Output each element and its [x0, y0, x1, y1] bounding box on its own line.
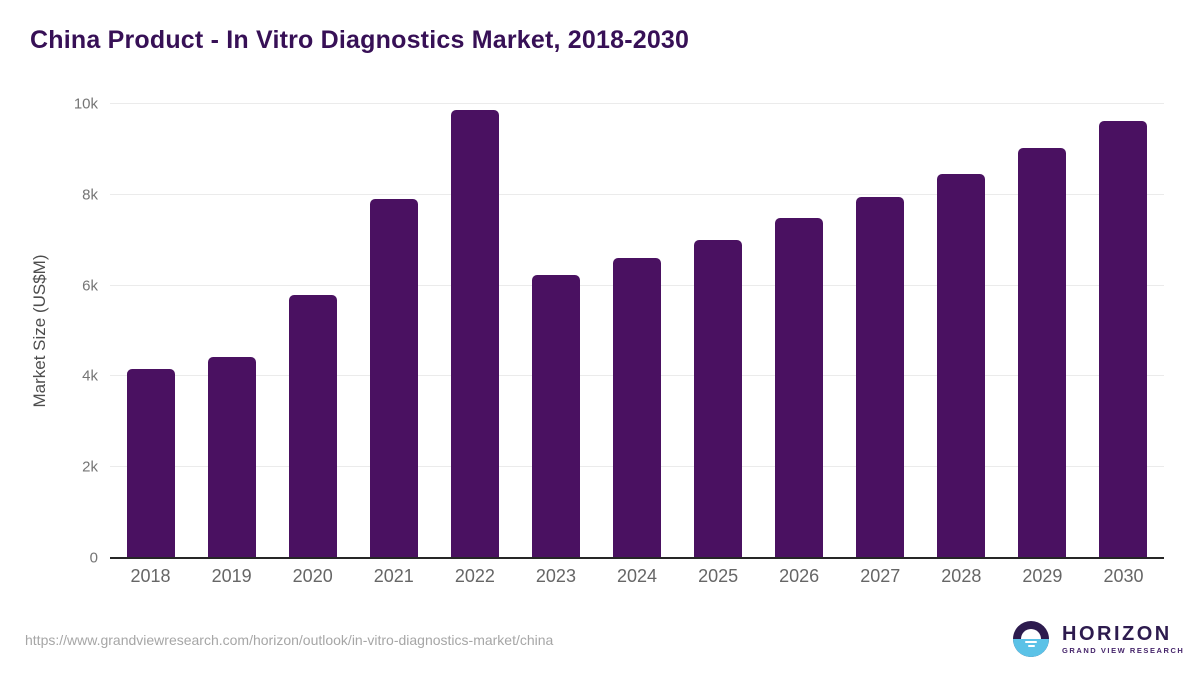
- bar-slot: [678, 104, 759, 558]
- source-url-text: https://www.grandviewresearch.com/horizo…: [25, 632, 554, 648]
- x-tick-label-2020: 2020: [292, 566, 333, 586]
- bar-2021[interactable]: [369, 199, 418, 558]
- reflection-stripe: [1027, 645, 1035, 647]
- x-tick-label-2021: 2021: [373, 566, 414, 586]
- x-tick-label-2029: 2029: [1022, 566, 1063, 586]
- logo-name: HORIZON: [1062, 622, 1172, 645]
- reflection-stripe: [1025, 641, 1037, 643]
- y-tick-label: 0: [89, 549, 98, 567]
- x-tick-slot: 2018: [110, 566, 191, 587]
- bar-2024[interactable]: [613, 258, 661, 558]
- bar-2030[interactable]: [1099, 121, 1148, 558]
- x-tick-slot: 2025: [678, 566, 759, 587]
- x-tick-slot: 2030: [1083, 566, 1164, 587]
- x-tick-label-2027: 2027: [860, 566, 901, 586]
- x-tick-label-2030: 2030: [1103, 566, 1144, 586]
- x-tick-slot: 2019: [191, 566, 272, 587]
- bar-slot: [191, 104, 272, 558]
- x-tick-slot: 2028: [921, 566, 1002, 587]
- bar-2025[interactable]: [694, 240, 743, 558]
- x-tick-label-2022: 2022: [454, 566, 495, 586]
- x-tick-slot: 2022: [434, 566, 515, 587]
- x-axis-tick-labels: 2018 2019 2020 2021 2022 2023 2024 2025 2026 2027…: [110, 566, 1164, 587]
- x-tick-label-2024: 2024: [616, 566, 658, 586]
- x-tick-label-2018: 2018: [130, 566, 171, 586]
- bar-slot: [434, 104, 515, 558]
- bars-row: [110, 104, 1164, 558]
- x-axis-line: [110, 557, 1164, 559]
- y-tick-label: 10k: [73, 95, 98, 113]
- x-tick-slot: 2024: [596, 566, 677, 587]
- chart-title: China Product - In Vitro Diagnostics Mar…: [30, 26, 690, 54]
- bar-2019[interactable]: [207, 357, 256, 558]
- x-tick-slot: 2020: [272, 566, 353, 587]
- logo-text-block: HORIZON GRAND VIEW RESEARCH: [1062, 624, 1184, 655]
- bar-slot: [1083, 104, 1164, 558]
- x-tick-slot: 2027: [840, 566, 921, 587]
- bar-slot: [353, 104, 434, 558]
- x-tick-slot: 2029: [1002, 566, 1083, 587]
- bar-2028[interactable]: [937, 174, 986, 558]
- x-tick-label-2028: 2028: [941, 566, 982, 586]
- gridline: [110, 103, 1164, 104]
- y-tick-label: 6k: [82, 277, 98, 295]
- bar-slot: [596, 104, 677, 558]
- y-tick-label: 8k: [82, 186, 98, 204]
- y-tick-label: 2k: [82, 458, 98, 476]
- x-tick-slot: 2023: [515, 566, 596, 587]
- plot-area: [110, 103, 1164, 559]
- horizon-logo: HORIZON GRAND VIEW RESEARCH: [1013, 621, 1184, 657]
- x-tick-label-2019: 2019: [211, 566, 252, 586]
- gridline: [110, 193, 1164, 195]
- bar-2029[interactable]: [1018, 148, 1067, 558]
- bar-slot: [921, 104, 1002, 558]
- bar-slot: [515, 104, 596, 558]
- sea-shape: [1013, 639, 1049, 657]
- horizon-sunrise-icon: [1013, 621, 1049, 657]
- x-tick-label-2026: 2026: [779, 566, 820, 586]
- bar-slot: [110, 104, 191, 558]
- bar-2018[interactable]: [126, 369, 175, 558]
- x-tick-slot: 2021: [353, 566, 434, 587]
- bar-slot: [759, 104, 840, 558]
- bar-2026[interactable]: [775, 218, 824, 558]
- bar-slot: [840, 104, 921, 558]
- bar-slot: [1002, 104, 1083, 558]
- y-axis-tick-labels: 0 2k 4k 6k 8k 10k: [0, 96, 98, 567]
- logo-subtitle: GRAND VIEW RESEARCH: [1062, 645, 1185, 655]
- x-tick-label-2023: 2023: [535, 566, 576, 586]
- x-tick-label-2025: 2025: [698, 566, 739, 586]
- bar-2027[interactable]: [856, 197, 905, 558]
- bar-2022[interactable]: [450, 110, 499, 558]
- y-tick-label: 4k: [82, 367, 98, 385]
- bar-slot: [272, 104, 353, 558]
- x-tick-slot: 2026: [759, 566, 840, 587]
- bar-2020[interactable]: [288, 295, 337, 558]
- bar-2023[interactable]: [531, 275, 580, 558]
